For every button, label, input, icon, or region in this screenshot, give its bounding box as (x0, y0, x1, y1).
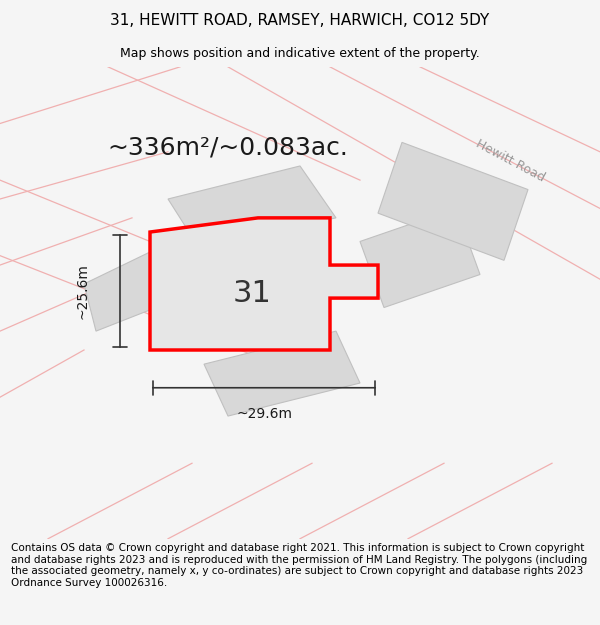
Polygon shape (360, 209, 480, 308)
Text: Contains OS data © Crown copyright and database right 2021. This information is : Contains OS data © Crown copyright and d… (11, 543, 587, 588)
Text: ~336m²/~0.083ac.: ~336m²/~0.083ac. (107, 135, 349, 159)
Text: 31: 31 (233, 279, 271, 308)
Polygon shape (168, 166, 336, 246)
Polygon shape (204, 331, 360, 416)
Text: 31, HEWITT ROAD, RAMSEY, HARWICH, CO12 5DY: 31, HEWITT ROAD, RAMSEY, HARWICH, CO12 5… (110, 13, 490, 28)
Polygon shape (150, 218, 378, 350)
Text: ~25.6m: ~25.6m (76, 263, 90, 319)
Text: ~29.6m: ~29.6m (236, 407, 292, 421)
Text: Map shows position and indicative extent of the property.: Map shows position and indicative extent… (120, 47, 480, 60)
Polygon shape (84, 246, 180, 331)
Polygon shape (378, 142, 528, 261)
Text: Hewitt Road: Hewitt Road (473, 138, 547, 185)
